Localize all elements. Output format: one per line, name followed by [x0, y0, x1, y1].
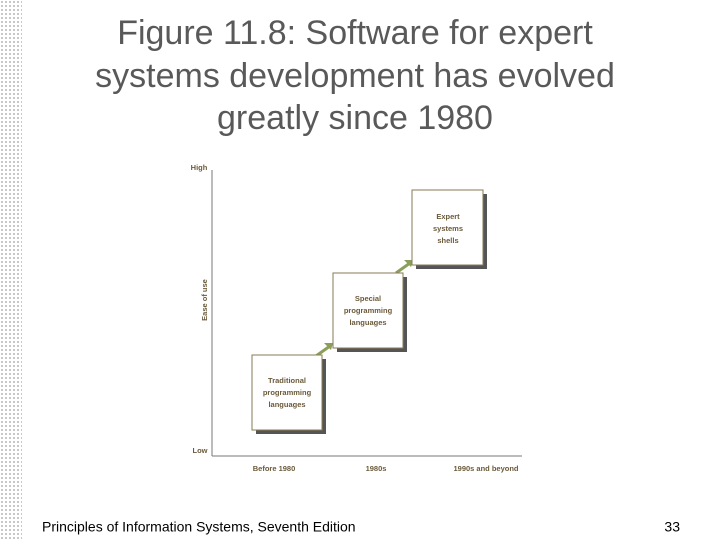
box-text: languages [268, 400, 305, 409]
box-text: languages [349, 318, 386, 327]
box-text: programming [263, 388, 312, 397]
x-label: 1980s [366, 464, 387, 473]
y-low: Low [193, 446, 208, 455]
box-text: programming [344, 306, 393, 315]
x-label: Before 1980 [253, 464, 296, 473]
box-text: Expert [436, 212, 460, 221]
box-text: Traditional [268, 376, 306, 385]
title-line: systems development has evolved [95, 57, 615, 95]
title-line: greatly since 1980 [217, 99, 493, 137]
y-high: High [191, 163, 208, 172]
box-text: shells [437, 236, 458, 245]
arrow [395, 261, 411, 275]
box [251, 354, 323, 431]
decor-stripe [0, 0, 22, 540]
figure: High Low Ease of use Before 1980 1980s 1… [191, 163, 522, 473]
arrow [315, 344, 331, 358]
box-text: Special [355, 294, 381, 303]
page-number: 33 [664, 519, 680, 535]
arrow-head [404, 260, 413, 267]
y-label: Ease of use [200, 279, 209, 321]
title-line: Figure 11.8: Software for expert [117, 14, 593, 52]
box-text: systems [433, 224, 463, 233]
box [411, 189, 484, 266]
box [332, 272, 404, 349]
arrow-head [324, 343, 333, 350]
x-label: 1990s and beyond [453, 464, 518, 473]
footer-text: Principles of Information Systems, Seven… [42, 519, 356, 535]
